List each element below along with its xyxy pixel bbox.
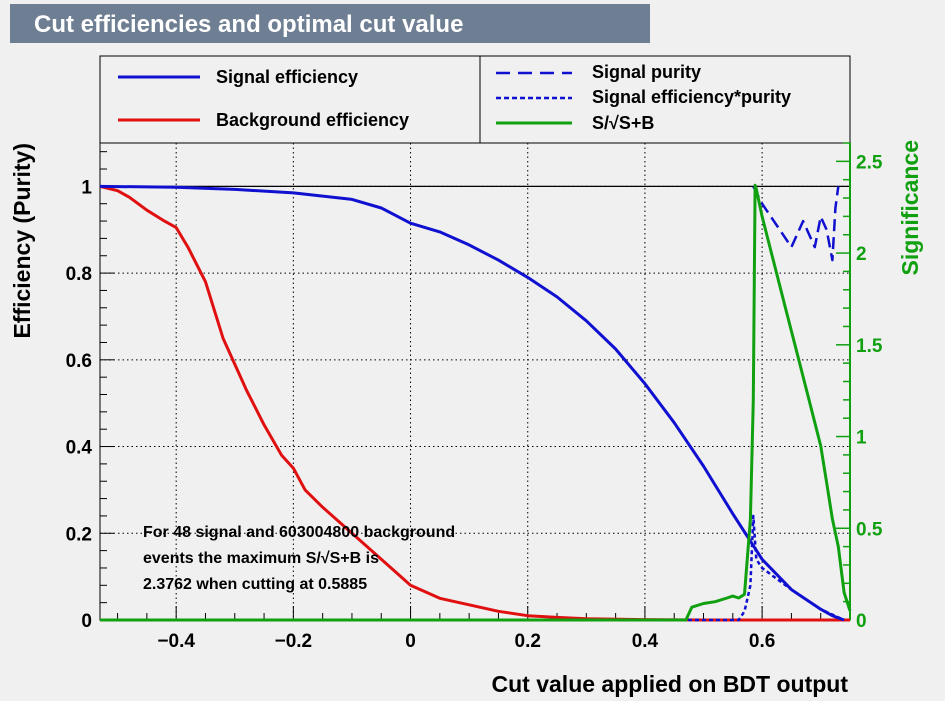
title-box: [10, 4, 650, 43]
signal-purity-line: [752, 185, 840, 262]
signal-efficiency-line: [99, 184, 845, 622]
y-right-tick-label: 1: [856, 428, 867, 449]
y-right-tick-label: 1.5: [856, 336, 883, 357]
x-tick-label: 0.4: [632, 631, 659, 652]
chart-title: Cut efficiencies and optimal cut value: [34, 11, 463, 38]
series-layer: [99, 183, 852, 622]
signal-eff-purity-line: [100, 514, 845, 622]
axes: −0.4 −0.2 0 0.2 0.4 0.6 0 0.2 0.4 0.6 0.8 1 0 0.5 1 1.5…: [66, 142, 883, 652]
optimal-cut-annotation: For 48 signal and 603004800 background e…: [143, 524, 455, 593]
y-tick-label: 1: [81, 177, 92, 198]
y-tick-label: 0.2: [66, 524, 92, 545]
plot-area: [99, 142, 851, 621]
x-tick-label: 0.6: [749, 631, 775, 652]
y-right-tick-label: 0: [856, 611, 867, 632]
y-right-tick-label: 0.5: [856, 519, 883, 540]
significance-line: [100, 183, 852, 622]
x-tick-label: −0.2: [275, 631, 313, 652]
legend-label-eff-purity: Signal efficiency*purity: [592, 87, 791, 107]
legend: Signal efficiency Background efficiency …: [99, 55, 851, 144]
x-tick-label: 0: [405, 631, 416, 652]
legend-label-signal-purity: Signal purity: [592, 62, 701, 82]
background-efficiency-line: [99, 184, 850, 622]
y-tick-label: 0.4: [66, 438, 93, 459]
y-right-axis-label: Significance: [897, 140, 923, 275]
legend-label-background-eff: Background efficiency: [216, 110, 409, 130]
y-tick-label: 0.8: [66, 264, 92, 285]
legend-label-signal-eff: Signal efficiency: [216, 67, 358, 87]
y-tick-label: 0: [81, 611, 92, 632]
y-tick-label: 0.6: [66, 351, 92, 372]
legend-label-significance: S/√S+B: [592, 113, 654, 133]
x-tick-label: −0.4: [157, 631, 195, 652]
x-axis-label: Cut value applied on BDT output: [492, 671, 849, 697]
y-right-tick-label: 2.5: [856, 152, 883, 173]
annotation-line-2: events the maximum S/√S+B is: [143, 550, 379, 567]
y-right-tick-label: 2: [856, 244, 867, 265]
annotation-line-1: For 48 signal and 603004800 background: [143, 524, 455, 541]
annotation-line-3: 2.3762 when cutting at 0.5885: [143, 576, 367, 593]
y-axis-label: Efficiency (Purity): [9, 143, 35, 339]
x-tick-label: 0.2: [515, 631, 541, 652]
